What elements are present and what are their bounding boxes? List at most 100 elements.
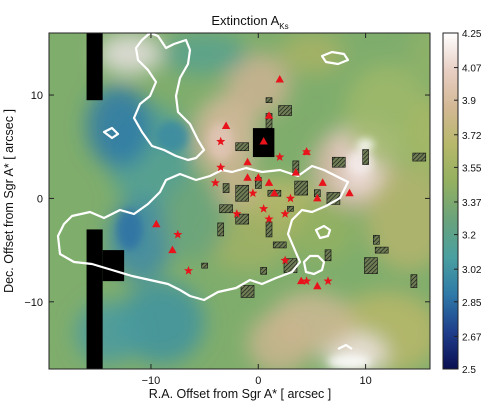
- hatched-region: [294, 180, 309, 196]
- hatched-region: [324, 249, 332, 262]
- colorbar-tick-label: 3.02: [462, 265, 482, 276]
- colorbar-tick-label: 2.5: [462, 365, 476, 376]
- triangle-marker: [345, 188, 354, 197]
- triangle-marker: [264, 178, 274, 186]
- star-marker: [264, 214, 274, 223]
- masked-region: [86, 33, 103, 101]
- extinction-highlight: [347, 149, 374, 175]
- extinction-highlight: [328, 354, 371, 369]
- extinction-patch: [161, 177, 227, 261]
- star-marker: [210, 178, 220, 187]
- star-marker: [302, 276, 312, 285]
- extinction-patch: [408, 33, 430, 83]
- hatched-region: [219, 204, 233, 214]
- star-marker: [173, 229, 183, 239]
- extinction-patch: [247, 312, 312, 369]
- hatched-region: [235, 213, 249, 225]
- extinction-patch: [338, 162, 382, 194]
- hatched-region: [240, 285, 255, 298]
- hatched-region: [235, 184, 249, 202]
- extinction-highlight: [156, 120, 189, 152]
- colorbar-tick-label: 3.37: [462, 198, 482, 209]
- colorbar-tick-label: 2.67: [462, 332, 482, 343]
- triangle-marker: [152, 219, 161, 228]
- hatched-region: [265, 221, 273, 238]
- x-tick-label: −10: [142, 375, 161, 387]
- triangle-marker: [264, 111, 274, 119]
- star-marker: [216, 162, 226, 172]
- triangle-marker: [313, 281, 322, 290]
- hatched-region: [235, 142, 249, 152]
- colorbar-tick-label: 4.25: [462, 29, 482, 40]
- hatched-region: [412, 152, 427, 162]
- colorbar-ticks: 2.5 2.67 2.85 3.02 3.2 3.37 3.55 3.72 3.9 4.07 4.2…: [454, 29, 482, 376]
- extinction-field-detail: [116, 120, 375, 369]
- contour-left-fragment: [102, 126, 120, 140]
- triangle-marker: [302, 147, 311, 155]
- triangle-marker: [221, 121, 231, 130]
- star-marker: [184, 266, 194, 275]
- plot-area: [49, 33, 430, 369]
- hatched-region: [373, 234, 380, 245]
- colorbar-tick-label: 4.07: [462, 64, 482, 75]
- x-tick-label: 10: [359, 375, 371, 387]
- hatched-region: [201, 262, 208, 269]
- hatched-region: [364, 257, 378, 274]
- contour-northern-arm: [132, 33, 206, 162]
- colorbar: [442, 32, 459, 370]
- star-markers: [152, 75, 354, 290]
- star-marker: [285, 193, 295, 203]
- extinction-patch: [86, 84, 151, 168]
- colorbar-tick-label: 3.2: [462, 231, 476, 242]
- colorbar-tick-label: 3.72: [462, 131, 482, 142]
- extinction-patch: [365, 167, 430, 271]
- triangle-marker: [270, 188, 279, 197]
- triangle-marker: [318, 178, 327, 186]
- triangle-marker: [313, 193, 322, 202]
- y-tick-label: 10: [31, 90, 43, 102]
- contour-main-body: [56, 164, 350, 302]
- triangle-marker: [291, 168, 301, 176]
- x-axis-label: R.A. Offset from Sgr A* [ arcsec ]: [149, 387, 331, 401]
- triangle-marker: [259, 137, 268, 145]
- hatched-region: [374, 246, 389, 254]
- star-marker: [280, 209, 290, 218]
- y-tick-label: 0: [37, 193, 43, 205]
- hatched-region: [260, 266, 267, 275]
- triangle-marker: [168, 245, 177, 254]
- extinction-patch: [226, 53, 291, 116]
- triangle-marker: [243, 157, 252, 166]
- colorbar-tick-label: 2.85: [462, 298, 482, 309]
- star-marker: [259, 204, 269, 213]
- hatched-region: [331, 156, 346, 168]
- triangle-marker: [254, 173, 263, 181]
- triangle-marker: [297, 276, 306, 285]
- hatched-region: [265, 97, 273, 103]
- hatched-region: [272, 241, 287, 249]
- star-marker: [323, 276, 333, 285]
- hatched-region: [278, 105, 292, 116]
- y-axis-ticks: −10 0 10: [24, 90, 430, 309]
- hatched-region: [217, 222, 225, 237]
- masked-region: [86, 229, 103, 369]
- star-marker: [232, 209, 242, 218]
- y-tick-label: −10: [24, 297, 43, 309]
- contour-south-east-loop: [302, 254, 326, 276]
- extinction-highlight: [357, 138, 375, 151]
- x-axis-ticks: −10 0 10: [142, 33, 372, 387]
- colorbar-tick-label: 3.9: [462, 96, 476, 107]
- hatched-region: [287, 205, 294, 212]
- hatched-region: [362, 149, 369, 165]
- triangle-marker: [243, 173, 252, 181]
- triangle-marker: [275, 75, 284, 83]
- extinction-patch: [118, 281, 205, 364]
- extinction-patch: [97, 33, 162, 75]
- star-marker: [216, 136, 226, 146]
- extinction-highlight: [116, 208, 143, 251]
- hatched-region: [410, 274, 418, 288]
- hatched-region: [222, 183, 230, 193]
- extinction-patch: [161, 33, 248, 75]
- plot-frame: [48, 32, 431, 370]
- star-marker: [280, 255, 290, 265]
